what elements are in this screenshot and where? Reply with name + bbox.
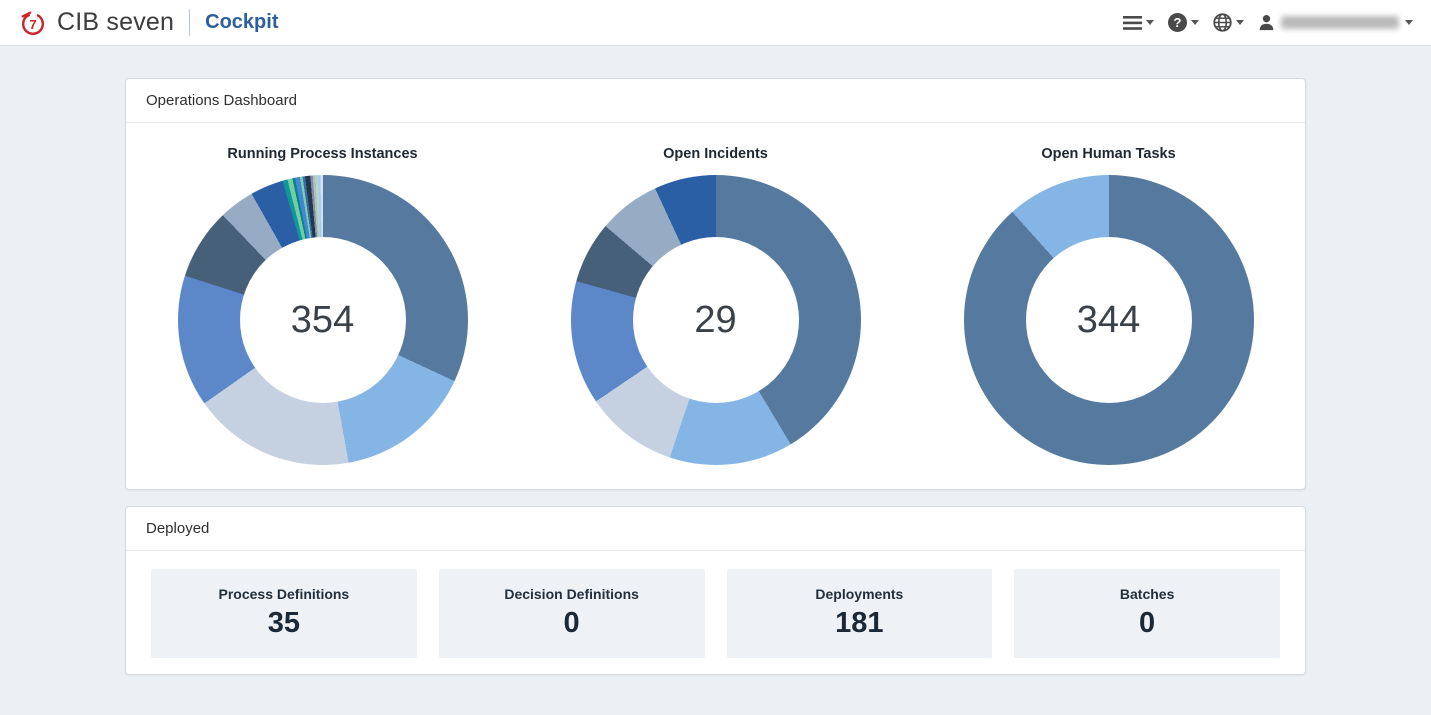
language-menu-button[interactable] <box>1213 13 1244 32</box>
chevron-down-icon <box>1146 20 1154 25</box>
stat-value: 0 <box>1139 607 1156 639</box>
stat-tile-deployments: Deployments 181 <box>726 569 993 658</box>
operations-dashboard-title: Operations Dashboard <box>126 79 1305 123</box>
chart-title: Open Incidents <box>663 146 768 162</box>
stat-tile-batches: Batches 0 <box>1014 569 1280 658</box>
stat-label: Decision Definitions <box>504 586 639 602</box>
open-human-tasks-chart: Open Human Tasks 344 <box>912 139 1305 465</box>
dashboard-content: Operations Dashboard Running Process Ins… <box>0 46 1431 675</box>
donut-total-value: 344 <box>1076 298 1141 341</box>
deployed-title: Deployed <box>126 507 1305 551</box>
user-name-redacted <box>1281 16 1399 29</box>
chart-title: Open Human Tasks <box>1041 146 1176 162</box>
deployed-tiles-row: Process Definitions 35 Decision Definiti… <box>126 551 1305 674</box>
donut-hole: 354 <box>239 237 406 403</box>
brand-home-link[interactable]: 7 CIB seven <box>18 8 174 38</box>
apps-menu-button[interactable] <box>1123 15 1154 31</box>
brand-name: CIB seven <box>57 8 175 36</box>
user-menu-button[interactable] <box>1258 14 1413 31</box>
chevron-down-icon <box>1236 20 1244 25</box>
donut-chart: 29 <box>570 175 861 465</box>
open-incidents-chart: Open Incidents 29 <box>519 139 912 465</box>
svg-text:7: 7 <box>29 17 36 32</box>
charts-row: Running Process Instances 354 Open Incid… <box>126 123 1305 489</box>
donut-total-value: 354 <box>290 298 355 341</box>
running-process-instances-chart: Running Process Instances 354 <box>126 139 519 465</box>
stat-label: Process Definitions <box>218 586 350 602</box>
language-globe-icon <box>1213 13 1232 32</box>
help-icon: ? <box>1168 13 1187 32</box>
donut-chart: 344 <box>963 175 1254 465</box>
deployed-card: Deployed Process Definitions 35 Decision… <box>125 506 1306 675</box>
cockpit-app-link[interactable]: Cockpit <box>205 11 279 33</box>
stat-value: 0 <box>563 607 580 639</box>
svg-text:?: ? <box>1174 15 1182 30</box>
stat-tile-process-definitions: Process Definitions 35 <box>151 569 417 658</box>
cib-seven-logo-icon: 7 <box>21 11 45 35</box>
operations-dashboard-card: Operations Dashboard Running Process Ins… <box>125 78 1306 490</box>
stat-tile-decision-definitions: Decision Definitions 0 <box>438 569 705 658</box>
brand-divider <box>189 9 191 36</box>
stat-value: 35 <box>267 607 300 639</box>
stat-value: 181 <box>835 607 884 639</box>
donut-total-value: 29 <box>694 298 737 341</box>
donut-hole: 29 <box>632 237 799 403</box>
user-icon <box>1259 15 1274 31</box>
donut-chart: 354 <box>177 175 468 465</box>
chevron-down-icon <box>1191 20 1199 25</box>
topbar-actions: ? <box>1123 13 1413 32</box>
stat-label: Deployments <box>815 586 904 602</box>
chevron-down-icon <box>1405 20 1413 25</box>
stat-label: Batches <box>1119 586 1175 602</box>
help-menu-button[interactable]: ? <box>1168 13 1199 32</box>
donut-hole: 344 <box>1025 237 1192 403</box>
chart-title: Running Process Instances <box>227 146 418 162</box>
menu-icon <box>1123 15 1142 30</box>
top-navigation-bar: 7 CIB seven Cockpit ? <box>0 0 1431 46</box>
